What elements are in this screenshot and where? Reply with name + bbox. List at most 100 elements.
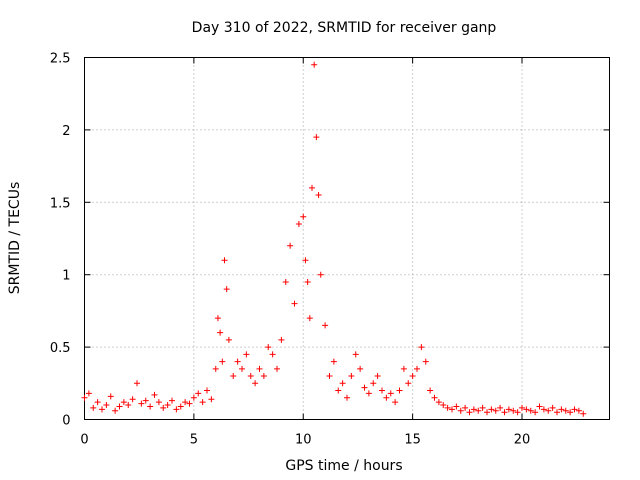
- data-point: [453, 403, 460, 410]
- data-point: [497, 404, 504, 411]
- data-point: [221, 257, 228, 264]
- data-point: [147, 403, 154, 410]
- data-point: [304, 278, 311, 285]
- data-point: [225, 336, 232, 343]
- data-point: [519, 404, 525, 411]
- data-point: [142, 397, 149, 404]
- data-point: [138, 400, 145, 407]
- y-tick-label: 2: [62, 124, 70, 139]
- data-point: [208, 396, 215, 403]
- x-tick-label: 15: [404, 433, 421, 448]
- data-point: [492, 407, 499, 414]
- data-point: [112, 407, 119, 414]
- data-point: [326, 373, 333, 380]
- data-point: [214, 315, 221, 322]
- data-point: [335, 387, 342, 394]
- data-point: [466, 409, 473, 416]
- data-point: [352, 351, 359, 358]
- data-point: [260, 373, 267, 380]
- grid: [84, 57, 610, 420]
- data-point: [103, 402, 110, 409]
- data-point: [302, 257, 309, 264]
- data-point: [414, 365, 420, 372]
- data-point: [470, 406, 477, 413]
- data-point: [134, 380, 140, 387]
- tick-labels: 0 5 10 15 20 0 0.5 1 1.5 2 2.5: [50, 52, 530, 448]
- data-point: [212, 365, 219, 372]
- data-point: [317, 271, 324, 278]
- data-point: [90, 404, 97, 411]
- data-point: [444, 404, 451, 411]
- data-point: [339, 380, 346, 387]
- x-tick-label: 5: [190, 433, 198, 448]
- data-point: [311, 61, 318, 68]
- data-point: [457, 407, 464, 414]
- data-point: [344, 394, 350, 401]
- data-point: [484, 409, 490, 416]
- data-point: [501, 409, 508, 416]
- data-point: [383, 394, 390, 401]
- data-point: [575, 407, 582, 414]
- y-tick-label: 0.5: [50, 341, 71, 356]
- data-point: [204, 387, 210, 394]
- data-points: [81, 61, 587, 417]
- data-point: [219, 358, 226, 365]
- data-point: [125, 402, 132, 409]
- data-point: [94, 399, 101, 406]
- data-point: [169, 397, 175, 404]
- data-point: [190, 394, 197, 401]
- y-axis-title: SRMTID / TECUs: [7, 182, 23, 295]
- x-tick-label: 0: [80, 433, 88, 448]
- data-point: [177, 403, 184, 410]
- data-point: [479, 404, 486, 411]
- data-point: [536, 403, 543, 410]
- data-point: [300, 213, 307, 220]
- data-point: [278, 336, 285, 343]
- y-tick-label: 2.5: [50, 52, 71, 67]
- data-point: [282, 278, 289, 285]
- data-point: [173, 406, 180, 413]
- data-point: [510, 407, 517, 414]
- data-point: [309, 184, 315, 191]
- data-point: [265, 344, 272, 351]
- x-tick-label: 20: [514, 433, 531, 448]
- data-point: [379, 387, 385, 394]
- data-point: [431, 394, 438, 401]
- data-point: [488, 406, 495, 413]
- data-point: [252, 380, 259, 387]
- y-tick-label: 0: [62, 414, 70, 429]
- data-point: [409, 373, 416, 380]
- data-point: [155, 399, 162, 406]
- data-point: [562, 407, 569, 414]
- plot-frame: [84, 57, 610, 420]
- data-point: [400, 365, 407, 372]
- data-point: [370, 380, 377, 387]
- data-point: [306, 315, 313, 322]
- data-point: [239, 365, 245, 372]
- y-tick-label: 1.5: [50, 196, 71, 211]
- data-point: [295, 221, 302, 228]
- data-point: [164, 402, 171, 409]
- data-point: [291, 300, 298, 307]
- data-point: [357, 365, 364, 372]
- data-point: [558, 406, 565, 413]
- data-point: [230, 373, 237, 380]
- data-point: [440, 402, 447, 409]
- data-point: [392, 399, 399, 406]
- y-tick-label: 1: [62, 269, 70, 284]
- data-point: [186, 400, 193, 407]
- data-point: [85, 390, 92, 397]
- data-point: [514, 409, 521, 416]
- data-point: [554, 409, 560, 416]
- data-point: [475, 407, 482, 414]
- data-point: [116, 403, 123, 410]
- data-point: [549, 404, 556, 411]
- data-point: [505, 406, 512, 413]
- data-point: [330, 358, 337, 365]
- axis-ticks: [84, 57, 610, 420]
- data-point: [422, 358, 429, 365]
- data-point: [365, 390, 372, 397]
- data-point: [435, 399, 442, 406]
